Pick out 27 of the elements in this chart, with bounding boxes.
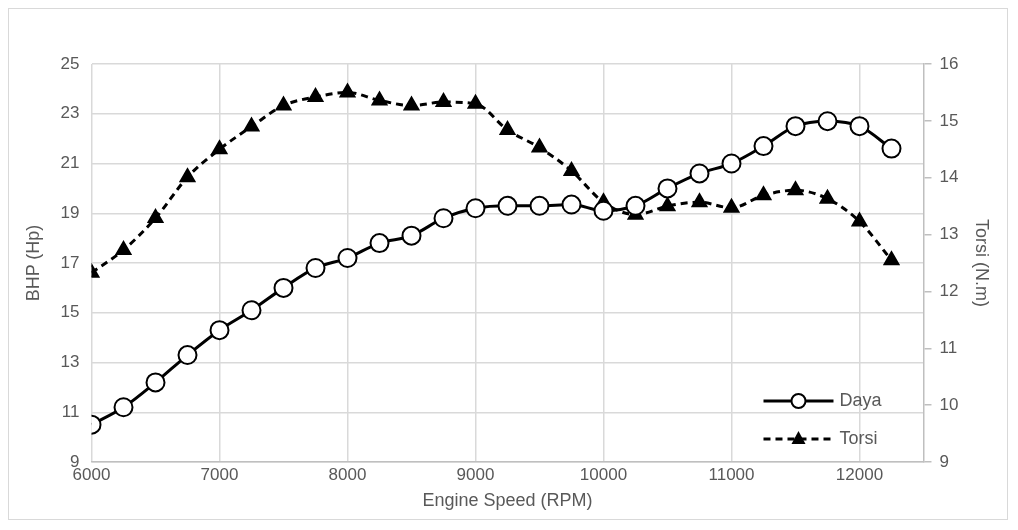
y2-tick-label: 10 (939, 394, 959, 414)
y-tick-label: 21 (60, 153, 80, 173)
y-tick-label: 19 (60, 202, 80, 222)
y2-tick-label: 16 (939, 53, 959, 73)
y-tick-label: 13 (60, 352, 80, 372)
x-tick-label: 10000 (579, 464, 628, 484)
y2-tick-label: 12 (939, 281, 959, 301)
x-tick-label: 8000 (328, 464, 367, 484)
y2-tick-label: 9 (939, 451, 949, 471)
y2-tick-label: 13 (939, 224, 959, 244)
y-tick-label: 17 (60, 252, 80, 272)
y2-tick-label: 14 (939, 167, 959, 187)
legend-label: Torsi (839, 427, 878, 448)
y-axis-title: BHP (Hp) (22, 224, 43, 302)
x-tick-label: 9000 (456, 464, 495, 484)
legend-label: Daya (839, 389, 883, 410)
y2-axis-title: Torsi (N.m) (972, 219, 993, 307)
x-tick-label: 11000 (708, 464, 755, 484)
y-tick-label: 11 (61, 401, 80, 421)
x-tick-label: 12000 (835, 464, 884, 484)
x-axis-title: Engine Speed (RPM) (422, 490, 593, 511)
y2-tick-label: 15 (939, 110, 959, 130)
x-tick-label: 7000 (200, 464, 239, 484)
y2-tick-label: 11 (939, 337, 958, 357)
y-tick-label: 15 (60, 302, 80, 322)
y-tick-label: 23 (60, 103, 80, 123)
y-tick-label: 25 (60, 53, 80, 73)
